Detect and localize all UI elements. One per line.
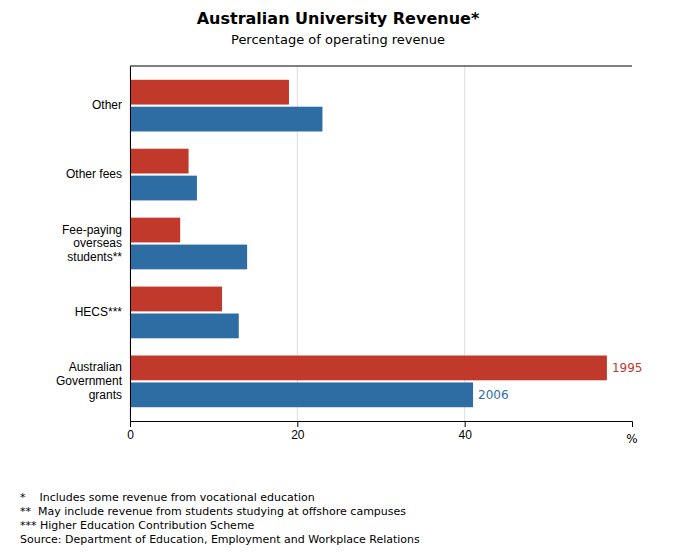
y-tick-label-line: overseas [73,236,122,250]
x-axis-line [131,422,633,428]
bar [130,287,222,312]
x-axis: 0 20 40 [127,421,632,442]
y-tick-label: HECS*** [75,305,123,319]
y-tick-label-line: Other fees [66,167,122,181]
series-label: 2006 [478,388,509,402]
plot: 0 20 40 AustralianGovernmentgrants HECS*** Fe… [56,66,633,442]
y-axis-line [130,67,131,422]
x-tick-mark [465,421,466,427]
y-tick: Other fees [66,167,130,181]
x-tick: 40 [458,421,472,442]
y-tick-label-line: students** [67,250,122,264]
y-tick-label: Other fees [66,167,122,181]
y-tick-label: AustralianGovernmentgrants [56,360,123,402]
x-tick-label: 20 [291,428,305,442]
y-tick: Fee-payingoverseasstudents** [62,223,130,265]
bar [130,149,189,174]
grid-line [130,66,131,421]
series [130,80,607,381]
x-tick: 0 [127,421,134,442]
x-tick-label: 40 [458,428,472,442]
y-tick: Other [92,98,130,112]
x-label: % [626,432,637,446]
footnote: *** Higher Education Contribution Scheme [20,519,255,532]
bar [130,80,289,105]
footnote: Source: Department of Education, Employm… [20,533,420,546]
footnote: ** May include revenue from students stu… [20,505,406,518]
y-tick-label-line: Fee-paying [62,223,122,237]
y-tick-label-line: HECS*** [75,305,123,319]
bar [130,356,607,381]
subtitle: Percentage of operating revenue [231,32,445,47]
y-tick-label-line: Australian [69,360,122,374]
bar [130,107,322,132]
x-tick-mark [297,421,298,427]
top-frame [130,66,632,67]
series-label: 1995 [612,361,643,375]
bar [130,176,197,201]
footnotes: * Includes some revenue from vocational … [20,491,420,546]
y-tick: AustralianGovernmentgrants [56,360,130,402]
bars [130,80,607,407]
bar [130,314,239,339]
bar [130,382,473,407]
bar [130,245,247,270]
title: Australian University Revenue* [197,9,480,28]
y-axis: AustralianGovernmentgrants HECS*** Fee-pay… [56,67,131,422]
x-tick-label: 0 [127,428,134,442]
x-tick: 20 [291,421,305,442]
x-tick-mark [130,421,131,427]
series [130,107,473,408]
y-tick-label-line: Government [56,374,123,388]
chart: Australian University Revenue* Percentage… [0,0,676,553]
y-tick-label: Fee-payingoverseasstudents** [62,223,122,265]
footnote: * Includes some revenue from vocational … [20,491,315,504]
bar [130,218,180,243]
y-tick: HECS*** [75,305,130,319]
y-tick-label-line: grants [89,388,122,402]
y-tick-label-line: Other [92,98,122,112]
y-tick-label: Other [92,98,122,112]
